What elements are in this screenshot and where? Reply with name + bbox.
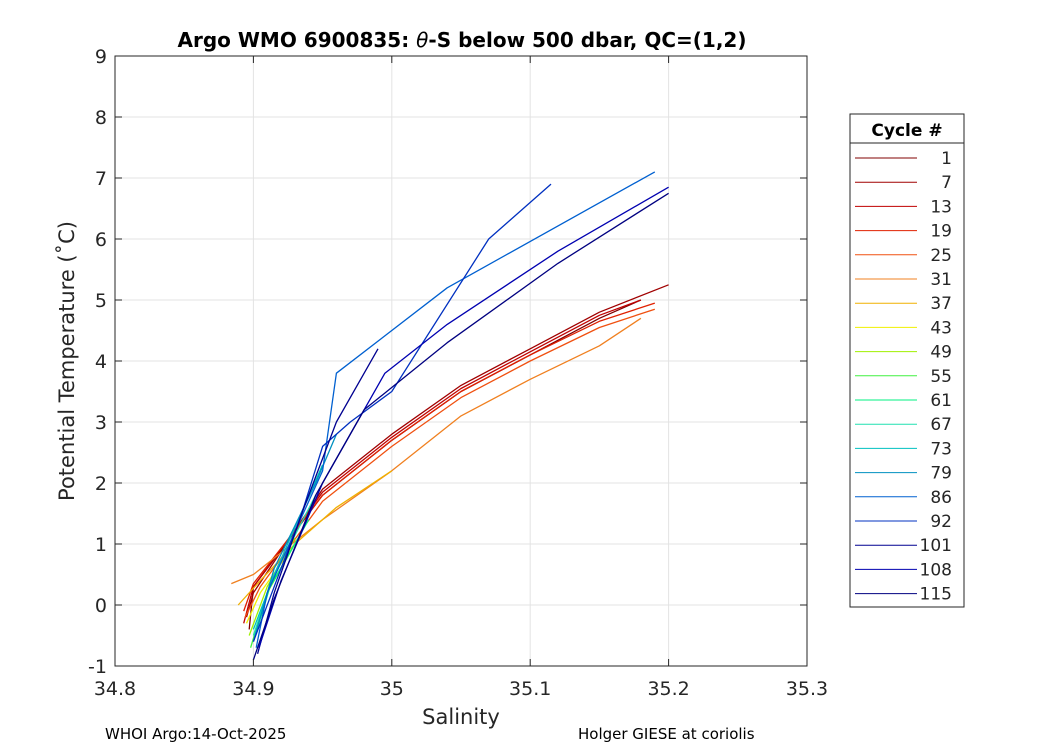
series-line-cycle-25 bbox=[244, 308, 656, 618]
footer-left: WHOI Argo:14-Oct-2025 bbox=[105, 725, 287, 743]
x-tick-label: 35.1 bbox=[509, 678, 551, 700]
series-line-cycle-115 bbox=[252, 192, 669, 661]
legend-title: Cycle # bbox=[871, 121, 942, 141]
y-tick-label: -1 bbox=[88, 656, 107, 678]
legend-label-cycle-37: 37 bbox=[930, 294, 952, 314]
y-tick-label: 8 bbox=[95, 107, 107, 129]
legend-label-cycle-115: 115 bbox=[920, 585, 952, 605]
y-tick-label: 7 bbox=[95, 168, 107, 190]
legend-label-cycle-67: 67 bbox=[930, 415, 952, 435]
y-tick-label: 6 bbox=[95, 229, 107, 251]
chart-title-suffix: -S below 500 dbar, QC=(1,2) bbox=[428, 28, 746, 52]
legend-label-cycle-25: 25 bbox=[930, 246, 952, 266]
series-line-cycle-86 bbox=[255, 171, 656, 648]
x-tick-label: 35.2 bbox=[647, 678, 689, 700]
y-tick-label: 5 bbox=[95, 290, 107, 312]
legend-label-cycle-108: 108 bbox=[920, 560, 952, 580]
legend-label-cycle-7: 7 bbox=[941, 173, 952, 193]
axis-ticks: 34.8 34.9 35 35.1 35.2 35.3 -1 0 1 2 3 4 5 6 7 8 9 bbox=[88, 46, 828, 700]
series-layer bbox=[231, 171, 669, 661]
series-line-cycle-79 bbox=[252, 433, 337, 642]
legend-label-cycle-43: 43 bbox=[930, 318, 952, 338]
legend-label-cycle-31: 31 bbox=[930, 270, 952, 290]
series-line-cycle-92 bbox=[252, 183, 552, 642]
x-tick-label: 34.9 bbox=[232, 678, 274, 700]
legend-label-cycle-86: 86 bbox=[930, 488, 952, 508]
legend-label-cycle-13: 13 bbox=[930, 197, 952, 217]
series-line-cycle-13 bbox=[243, 299, 642, 624]
grid-lines bbox=[114, 55, 808, 667]
legend-entries: 1 7 13 19 25 31 37 43 49 55 61 67 73 79 86 92 101 108 115 bbox=[855, 149, 952, 605]
y-tick-label: 1 bbox=[95, 534, 107, 556]
chart-title-prefix: Argo WMO 6900835: bbox=[178, 28, 417, 52]
series-line-cycle-19 bbox=[243, 302, 656, 612]
x-tick-label: 35 bbox=[380, 678, 404, 700]
series-line-cycle-31 bbox=[231, 317, 642, 585]
legend-label-cycle-49: 49 bbox=[930, 343, 952, 363]
legend-label-cycle-55: 55 bbox=[930, 367, 952, 387]
series-line-cycle-43 bbox=[245, 543, 296, 624]
y-tick-label: 9 bbox=[95, 46, 107, 68]
x-tick-label: 35.3 bbox=[786, 678, 828, 700]
legend-label-cycle-73: 73 bbox=[930, 439, 952, 459]
legend-label-cycle-79: 79 bbox=[930, 464, 952, 484]
y-tick-label: 3 bbox=[95, 412, 107, 434]
legend-box bbox=[849, 113, 965, 608]
chart-title-theta-symbol: θ bbox=[416, 28, 428, 52]
legend-label-cycle-92: 92 bbox=[930, 512, 952, 532]
y-tick-label: 4 bbox=[95, 351, 107, 373]
x-axis-label: Salinity bbox=[422, 705, 500, 729]
legend-label-cycle-101: 101 bbox=[920, 536, 952, 556]
y-tick-label: 2 bbox=[95, 473, 107, 495]
y-axis-label: Potential Temperature (˚C) bbox=[55, 221, 79, 501]
x-tick-label: 34.8 bbox=[94, 678, 136, 700]
legend-label-cycle-19: 19 bbox=[930, 222, 952, 242]
y-tick-label: 0 bbox=[95, 595, 107, 617]
footer-right: Holger GIESE at coriolis bbox=[578, 725, 755, 743]
legend-label-cycle-1: 1 bbox=[941, 149, 952, 169]
chart-title: Argo WMO 6900835: θ-S below 500 dbar, QC… bbox=[178, 28, 747, 52]
legend: Cycle # 1 7 13 19 25 31 37 43 49 55 61 67 73 79 86 92 10… bbox=[849, 113, 965, 608]
legend-label-cycle-61: 61 bbox=[930, 391, 952, 411]
